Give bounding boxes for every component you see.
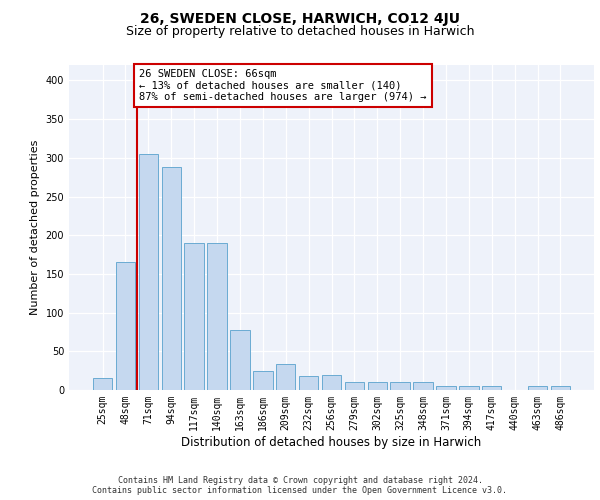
Bar: [551, 386, 570, 390]
Text: Contains HM Land Registry data © Crown copyright and database right 2024.
Contai: Contains HM Land Registry data © Crown c…: [92, 476, 508, 495]
Text: 26 SWEDEN CLOSE: 66sqm
← 13% of detached houses are smaller (140)
87% of semi-de: 26 SWEDEN CLOSE: 66sqm ← 13% of detached…: [139, 69, 427, 102]
Bar: [322, 374, 341, 390]
Bar: [208, 243, 227, 390]
Bar: [391, 382, 410, 390]
Bar: [344, 382, 364, 390]
Bar: [93, 378, 112, 390]
X-axis label: Distribution of detached houses by size in Harwich: Distribution of detached houses by size …: [181, 436, 482, 448]
Bar: [436, 386, 455, 390]
Bar: [368, 382, 387, 390]
Bar: [184, 243, 204, 390]
Bar: [299, 376, 319, 390]
Bar: [528, 386, 547, 390]
Text: 26, SWEDEN CLOSE, HARWICH, CO12 4JU: 26, SWEDEN CLOSE, HARWICH, CO12 4JU: [140, 12, 460, 26]
Y-axis label: Number of detached properties: Number of detached properties: [30, 140, 40, 315]
Bar: [139, 154, 158, 390]
Bar: [230, 330, 250, 390]
Text: Size of property relative to detached houses in Harwich: Size of property relative to detached ho…: [126, 25, 474, 38]
Bar: [161, 167, 181, 390]
Bar: [276, 364, 295, 390]
Bar: [459, 386, 479, 390]
Bar: [482, 386, 502, 390]
Bar: [253, 370, 272, 390]
Bar: [413, 382, 433, 390]
Bar: [116, 262, 135, 390]
